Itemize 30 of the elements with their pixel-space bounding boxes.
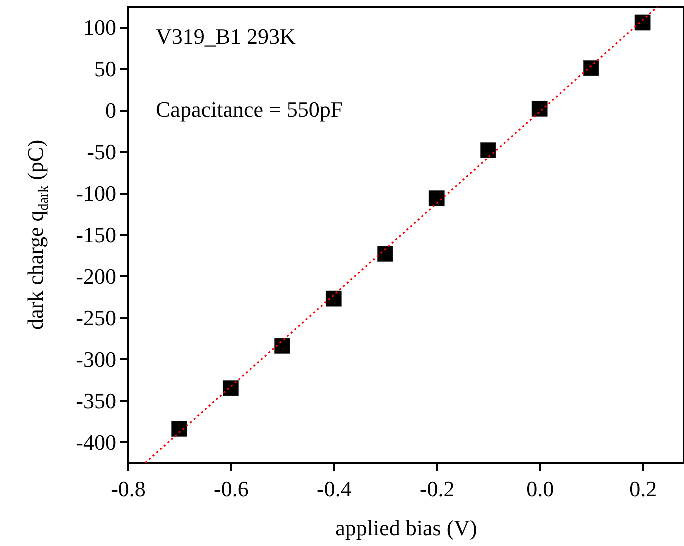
y-tick-label: -350: [76, 388, 116, 414]
y-tick-label: -200: [76, 264, 116, 289]
y-tick-label: 0: [106, 98, 116, 124]
x-tick-label: 0.0: [526, 476, 554, 502]
y-tick-label: -400: [76, 430, 116, 455]
point: [480, 142, 496, 158]
y-tick-label: 100: [84, 15, 116, 40]
point: [583, 60, 600, 76]
point: [222, 380, 239, 396]
y-tick-label: 50: [94, 56, 116, 82]
y-tick-label: -50: [87, 140, 116, 165]
point: [377, 246, 394, 262]
point: [274, 338, 290, 354]
annotation: Capacitance = 550pF: [156, 97, 344, 122]
x-axis-title: applied bias (V): [336, 516, 478, 540]
y-tick-label: -250: [76, 305, 116, 330]
point: [171, 421, 188, 438]
x-tick-label: -0.6: [214, 476, 249, 502]
x-tick-label: -0.2: [420, 476, 455, 502]
x-tick-label: -0.8: [111, 476, 146, 502]
point: [634, 14, 651, 31]
point: [532, 100, 548, 117]
x-tick-label: -0.4: [317, 476, 352, 502]
annotation: V319_B1 293K: [156, 24, 296, 49]
x-tick-label: 0.2: [630, 476, 658, 502]
point: [326, 290, 342, 307]
point: [428, 190, 445, 207]
y-tick-label: -100: [76, 181, 116, 206]
y-tick-label: -150: [76, 222, 116, 248]
y-tick-label: -300: [76, 346, 116, 372]
